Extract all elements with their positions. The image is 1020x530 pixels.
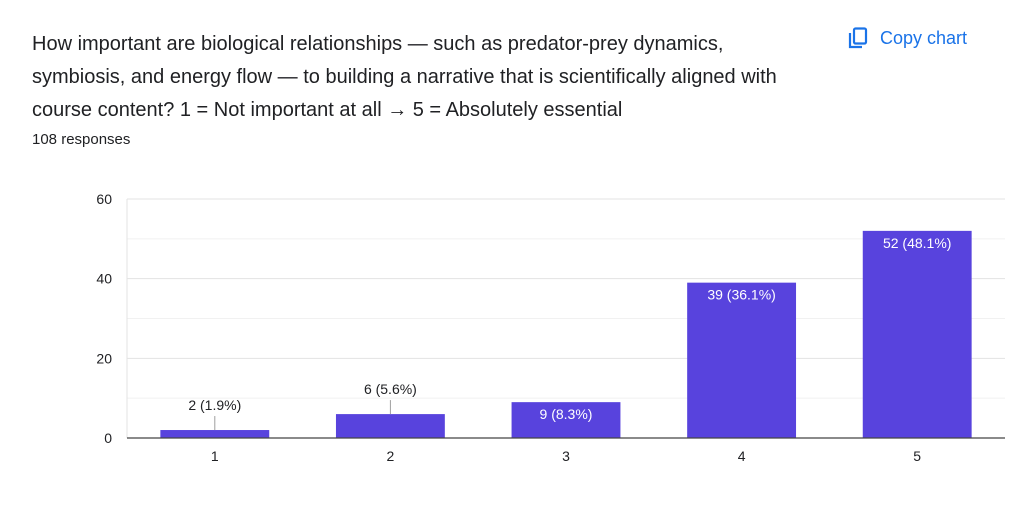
y-tick-label: 0 — [104, 430, 112, 446]
bar-3[interactable] — [511, 402, 621, 438]
copy-chart-label: Copy chart — [880, 27, 968, 48]
bar-1[interactable] — [160, 430, 270, 438]
bar-4[interactable] — [687, 282, 797, 438]
data-label: 2 (1.9%) — [188, 397, 241, 413]
x-tick-label: 1 — [211, 448, 219, 464]
bar-2[interactable] — [335, 414, 445, 438]
x-tick-label: 4 — [738, 448, 746, 464]
y-tick-label: 60 — [96, 191, 112, 207]
response-count: 108 responses — [32, 131, 131, 148]
copy-icon — [848, 27, 868, 49]
data-label: 9 (8.3%) — [540, 406, 593, 422]
bar-5[interactable] — [862, 230, 972, 438]
y-tick-label: 40 — [96, 271, 112, 287]
copy-chart-button[interactable]: Copy chart — [838, 16, 979, 60]
y-tick-label: 20 — [96, 350, 112, 366]
data-label: 52 (48.1%) — [883, 235, 951, 251]
data-label: 6 (5.6%) — [364, 381, 417, 397]
question-title: How important are biological relationshi… — [32, 33, 777, 121]
x-tick-label: 5 — [913, 448, 921, 464]
data-label: 39 (36.1%) — [707, 287, 775, 303]
x-tick-label: 3 — [562, 448, 570, 464]
x-tick-label: 2 — [387, 448, 395, 464]
